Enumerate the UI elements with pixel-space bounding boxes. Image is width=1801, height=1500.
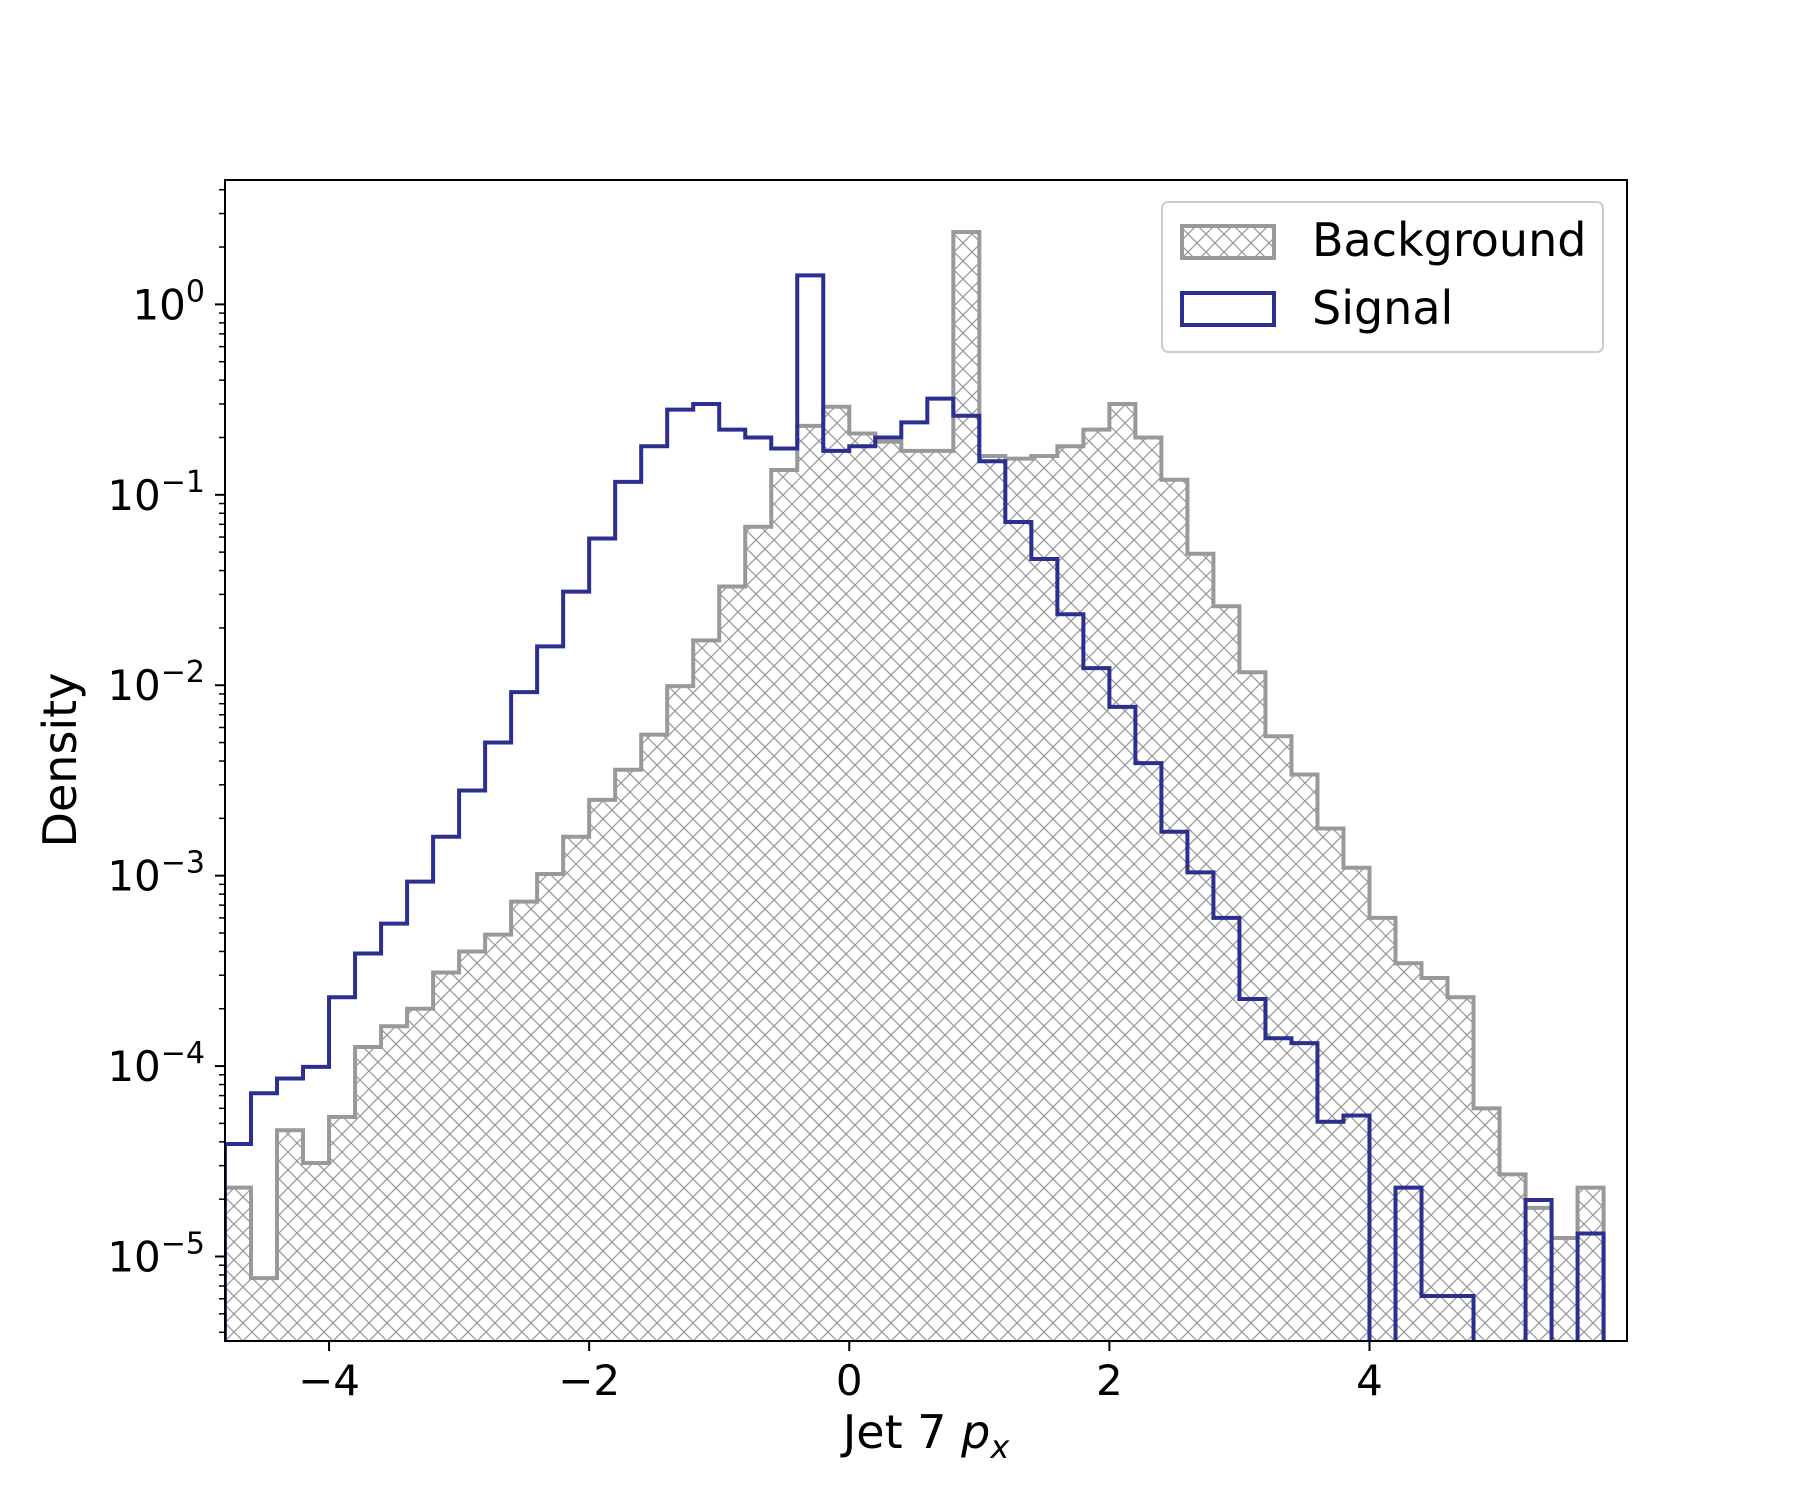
background-bar-7 — [407, 1008, 434, 1341]
y-tick-label: 100 — [132, 274, 205, 329]
background-bar-41 — [1291, 774, 1318, 1341]
background-bar-27 — [927, 450, 954, 1341]
background-bar-20 — [745, 526, 772, 1341]
background-bar-40 — [1265, 736, 1292, 1341]
x-axis-ticks: −4 −2 0 2 4 — [298, 1341, 1383, 1405]
background-bar-24 — [849, 433, 876, 1341]
background-bar-30 — [1005, 458, 1032, 1341]
background-bar-31 — [1031, 455, 1058, 1341]
background-outline — [225, 229, 1606, 1341]
x-tick-label: 4 — [1356, 1356, 1383, 1405]
background-bar-33 — [1083, 429, 1110, 1341]
background-bar-26 — [901, 450, 928, 1341]
background-bar-21 — [771, 469, 798, 1341]
background-bar-14 — [589, 799, 616, 1341]
signal-outline — [225, 273, 1606, 1341]
background-bar-25 — [875, 441, 902, 1341]
x-tick-label: −2 — [558, 1356, 620, 1405]
background-bar-44 — [1369, 917, 1396, 1341]
y-axis-label: Density — [33, 673, 87, 848]
background-bar-42 — [1317, 828, 1344, 1341]
background-bar-9 — [459, 951, 486, 1341]
background-bar-35 — [1135, 437, 1162, 1341]
background-bar-15 — [615, 769, 642, 1341]
background-bar-46 — [1421, 978, 1448, 1341]
x-tick-label: −4 — [298, 1356, 360, 1405]
legend: Background Signal — [1161, 201, 1604, 353]
background-bar-22 — [797, 425, 824, 1341]
background-bar-28 — [953, 231, 980, 1341]
background-bar-23 — [823, 406, 850, 1341]
background-bar-49 — [1499, 1174, 1526, 1341]
background-bar-2 — [277, 1130, 304, 1341]
background-bar-47 — [1447, 997, 1474, 1341]
background-bar-0 — [225, 1187, 252, 1341]
background-series — [225, 229, 1801, 1351]
background-bar-6 — [381, 1026, 408, 1341]
x-tick-label: 2 — [1096, 1356, 1123, 1405]
legend-label-signal: Signal — [1312, 281, 1453, 335]
y-axis-ticks: 100 10−1 10−2 10−3 10−4 10−5 — [107, 188, 225, 1334]
background-bar-38 — [1213, 606, 1240, 1341]
y-tick-label: 10−2 — [107, 655, 205, 710]
background-bar-54 — [1630, 1188, 1656, 1351]
background-bar-16 — [641, 734, 668, 1341]
background-bar-39 — [1239, 672, 1266, 1341]
y-tick-label: 10−5 — [107, 1227, 205, 1282]
legend-label-background: Background — [1312, 213, 1586, 267]
background-bar-10 — [485, 934, 512, 1341]
background-bar-32 — [1057, 446, 1084, 1341]
background-bar-19 — [719, 586, 746, 1341]
x-tick-label: 0 — [836, 1356, 863, 1405]
background-bar-57 — [1708, 1278, 1734, 1351]
background-bar-51 — [1551, 1238, 1578, 1341]
background-bar-43 — [1343, 867, 1370, 1341]
background-bar-55 — [1656, 1238, 1682, 1351]
background-bar-8 — [433, 972, 460, 1341]
background-bar-4 — [329, 1117, 356, 1341]
background-bar-52 — [1577, 1187, 1604, 1341]
background-bar-11 — [511, 901, 538, 1341]
background-bar-48 — [1473, 1108, 1500, 1341]
background-bar-60 — [1786, 1278, 1801, 1351]
background-bar-50 — [1525, 1207, 1552, 1341]
x-axis-label: Jet 7 px — [840, 1405, 1011, 1466]
background-bar-45 — [1395, 963, 1422, 1341]
background-bar-13 — [563, 836, 590, 1341]
legend-swatch-background — [1180, 224, 1276, 260]
background-bar-3 — [303, 1162, 330, 1341]
histogram-bars — [225, 229, 1801, 1351]
background-bar-17 — [667, 686, 694, 1341]
legend-swatch-signal — [1180, 291, 1276, 327]
y-tick-label: 10−1 — [107, 465, 205, 520]
background-bar-1 — [251, 1278, 278, 1341]
signal-series — [225, 273, 1606, 1341]
y-tick-label: 10−3 — [107, 846, 205, 901]
background-bar-29 — [979, 455, 1006, 1341]
background-bar-5 — [355, 1046, 382, 1341]
background-bar-18 — [693, 640, 720, 1341]
background-bar-36 — [1161, 479, 1188, 1341]
background-bar-12 — [537, 874, 564, 1341]
background-bar-34 — [1109, 403, 1136, 1341]
background-bar-37 — [1187, 553, 1214, 1341]
y-tick-label: 10−4 — [107, 1036, 205, 1091]
